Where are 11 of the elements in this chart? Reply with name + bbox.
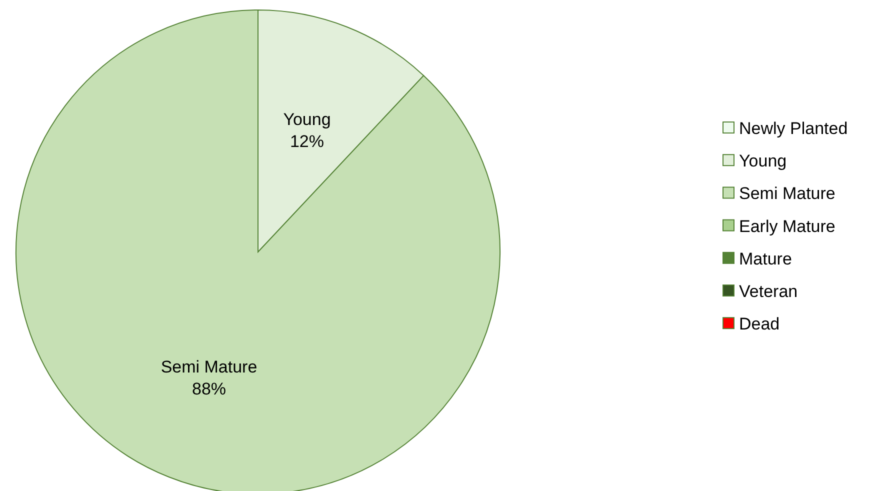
- legend-label: Newly Planted: [739, 119, 848, 138]
- legend-label: Dead: [739, 314, 780, 334]
- legend-label: Semi Mature: [739, 184, 836, 204]
- legend-label: Veteran: [739, 282, 798, 301]
- data-label: 12%: [290, 132, 324, 151]
- legend-label: Young: [739, 152, 787, 171]
- legend-label: Mature: [739, 249, 792, 268]
- data-label: 88%: [192, 379, 226, 398]
- slice-label: Semi Mature: [160, 357, 258, 376]
- legend-label: Early Mature: [739, 216, 836, 236]
- slice-label: Young: [283, 110, 331, 129]
